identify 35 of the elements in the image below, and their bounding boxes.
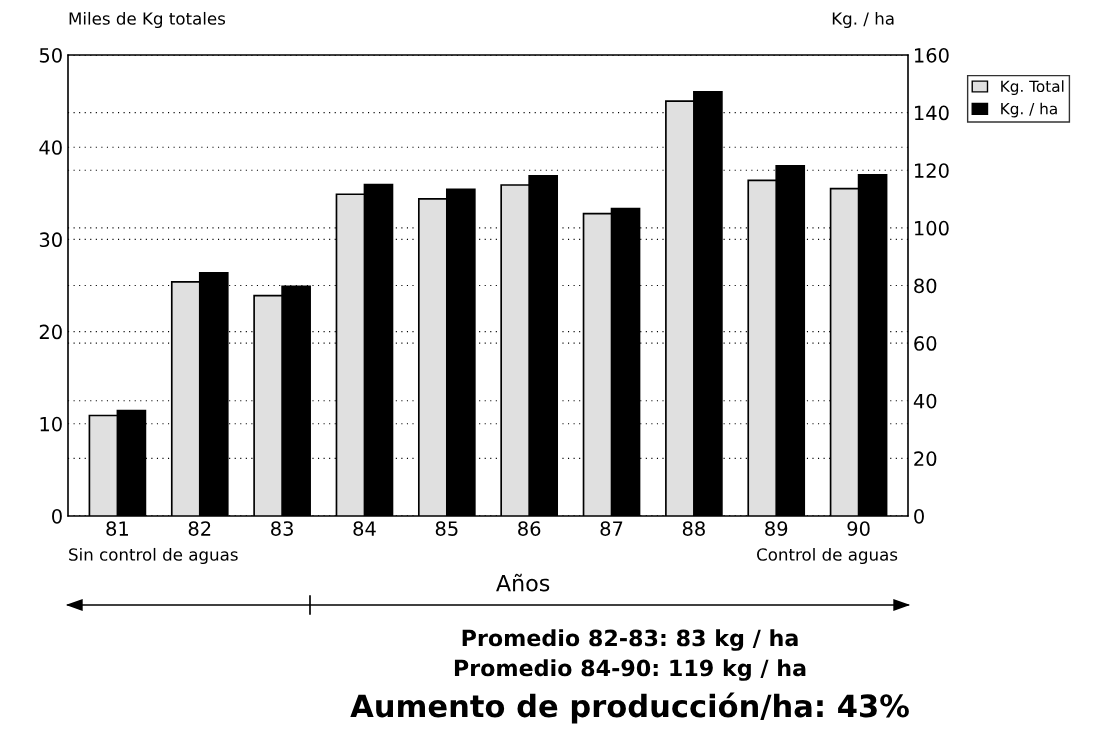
x-tick-label: 89 (765, 521, 788, 536)
x-tick-label: 81 (106, 521, 128, 536)
x-tick-label: 86 (518, 521, 541, 536)
x-tick-label: 83 (271, 521, 293, 536)
text: Promedio 84-90: 119 kg / ha (454, 659, 806, 681)
y2-tick-label: 40 (913, 393, 937, 409)
y2-tick-label: 0 (914, 508, 924, 524)
y2-tick-label: 100 (915, 220, 949, 236)
y-tick-label: 0 (52, 508, 62, 524)
x-tick-label: 90 (847, 521, 870, 536)
y2-tick-label: 120 (915, 163, 949, 178)
y2-tick-label: 140 (915, 105, 949, 121)
y-axis-title: Miles de Kg totales (69, 11, 226, 29)
y-tick-label: 30 (39, 232, 62, 248)
legend-label: Kg. / ha (1001, 102, 1057, 118)
x-tick-label: 87 (600, 521, 623, 536)
x-tick-label: 84 (353, 521, 376, 536)
x-axis-title: Años (496, 573, 550, 592)
text: Aumento de producción/ha: 43% (350, 692, 909, 724)
x-tick-label: 85 (435, 521, 458, 536)
y-tick-label: 50 (39, 47, 62, 63)
y2-axis-title: Kg. / ha (832, 11, 894, 29)
legend-label: Kg. Total (1001, 80, 1064, 96)
y-tick-label: 20 (39, 324, 62, 340)
text: Control de aguas (757, 547, 898, 565)
y2-tick-label: 80 (914, 278, 937, 294)
y2-tick-label: 60 (914, 336, 937, 351)
y2-tick-label: 20 (914, 451, 937, 467)
y-tick-label: 10 (40, 416, 62, 432)
y-tick-label: 40 (39, 140, 62, 155)
text: Promedio 82-83: 83 kg / ha (462, 629, 798, 651)
x-tick-label: 88 (682, 521, 705, 536)
text: Sin control de aguas (69, 547, 238, 565)
y2-tick-label: 160 (915, 47, 949, 63)
x-tick-label: 82 (188, 521, 211, 536)
